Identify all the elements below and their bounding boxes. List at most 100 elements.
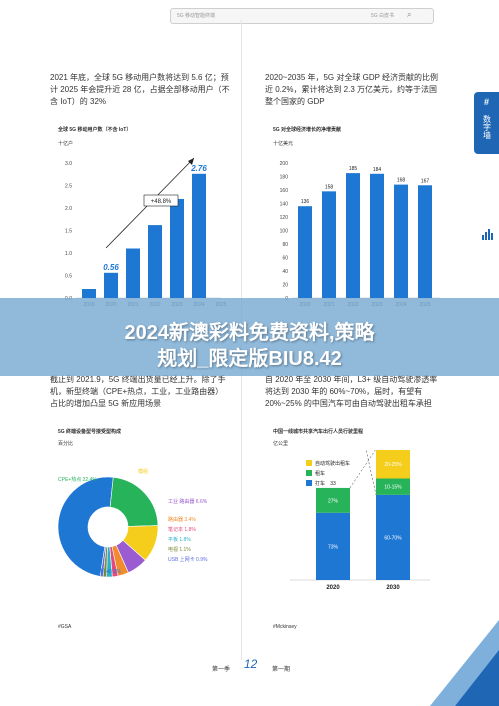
segment-label: 27% [328,498,339,504]
bar-value-label: 2.76 [190,164,207,173]
connector-line [349,450,376,489]
segment-label: 73% [328,544,339,550]
y-tick-label: 200 [280,161,289,167]
donut-label: CPE+热点 22.4% [58,476,97,483]
donut-label: 笔记本 1.8% [168,526,196,533]
donut-slice [109,476,159,527]
bottom-left-chart-title: 5G 终端设备型号接受型构成 [58,429,122,435]
legend-swatch [306,480,312,486]
y-tick-label: 160 [280,188,289,194]
bar-value-label: 0.56 [103,263,119,272]
y-tick-label: 180 [280,175,289,181]
bottom-right-chart-title: 中国一线城市共享汽车出行人员行驶里程 [273,429,364,435]
header-left-text: 5G 移动智能终端 [177,13,216,19]
top-right-bar-chart: 0204060801001201401601802001362020158202… [280,161,440,308]
top-left-chart-title: 全球 5G 移动用户数（不含 IoT） [58,127,132,133]
donut-label: 模组 [138,468,148,475]
y-tick-label: 2.5 [65,184,72,190]
stacked-segment [376,478,410,495]
banner-line-2: 规划_限定版BIU8.42 [157,348,342,370]
annotation-label: +48.8% [151,199,172,205]
corner-decoration [430,620,499,706]
page-header: 5G 移动智能终端 5G 白皮书 ⌕ [170,8,434,24]
bar [82,289,96,298]
bar-chart-icon [482,228,494,240]
annotation-box [143,194,179,207]
y-tick-label: 100 [280,229,289,235]
donut-label: 手机 48.2% [95,568,121,575]
bar [370,173,384,298]
connector-line [365,450,377,495]
legend-swatch [306,460,312,466]
y-tick-label: 20 [282,283,288,289]
side-tab[interactable]: # 数字墙 [474,92,499,154]
bar-value-label: 167 [421,178,430,184]
bottom-left-chart-unit: 百分比 [58,441,74,447]
stacked-segment [376,450,410,479]
top-right-chart-unit: 十亿美元 [273,141,294,147]
top-right-chart-title: 5G 对全球经济增长的净增贡献 [273,127,342,133]
y-tick-label: 2.0 [65,206,72,212]
x-tick-label: 2020 [326,585,340,591]
y-tick-label: 40 [282,269,288,275]
bar [104,272,118,298]
side-tab-hash: # [483,97,489,107]
bar-value-label: 158 [325,184,334,190]
y-tick-label: 1.0 [65,251,72,257]
bottom-left-paragraph: 截止到 2021.9，5G 终端出货量已经上升。除了手机，新型终端（CPE+热点… [50,375,226,408]
banner-line-1: 2024新澳彩料免费资料,策略 [124,322,375,344]
bar [298,206,312,298]
bar [346,173,360,298]
donut-label: 电视 1.1% [168,546,191,553]
y-tick-label: 3.0 [65,161,72,167]
bar [394,184,408,298]
bar-value-label: 136 [301,199,310,205]
bar-value-label: 184 [373,167,382,173]
bar [192,173,206,298]
bar [418,185,432,298]
bottom-right-chart-unit: 亿公里 [273,441,289,447]
legend-label: 租车 [315,470,325,477]
donut-label: 平板 1.8% [168,536,191,543]
donut-slice [57,476,114,577]
segment-label: 60-70% [384,535,402,541]
total-label: 33 [330,481,336,487]
segment-label: 20-25% [384,462,402,468]
top-right-paragraph: 2020~2035 年，5G 对全球 GDP 经济贡献的比例近 0.2%，累计将… [265,73,439,106]
segment-label: 10-15% [384,485,402,491]
bar [170,199,184,298]
bar [126,248,140,298]
y-tick-label: 80 [282,242,288,248]
bar-value-label: 168 [397,178,406,184]
bottom-right-stacked-bar-chart: 73%27%33202060-70%10-15%20-25%60-702030自… [290,450,430,591]
side-tab-label: 数字墙 [482,115,492,139]
donut-label: USB 上网卡 0.9% [168,556,208,563]
y-tick-label: 0.5 [65,274,72,280]
stacked-segment [316,487,350,513]
page-number: 12 [244,657,258,671]
legend-swatch [306,470,312,476]
bottom-right-source: #Mckinsey [273,624,297,630]
donut-label: 工业 路由器 6.6% [168,498,208,505]
legend-label: 打车 [315,480,325,487]
header-icon: ⌕ [407,10,412,19]
x-tick-label: 2030 [386,585,400,591]
bar [148,225,162,298]
donut-slice [99,546,107,578]
header-right-text: 5G 白皮书 [371,13,395,19]
bottom-left-source: #GSA [58,624,72,630]
bottom-right-paragraph: 自 2020 年至 2030 年间，L3+ 级自动驾驶渗透率将达到 2030 年… [265,375,438,408]
arrow-head [188,158,194,165]
top-left-bar-chart: 0.00.51.01.52.02.53.020190.5620202021202… [65,157,226,308]
y-tick-label: 1.5 [65,229,72,235]
top-left-paragraph: 2021 年底，全球 5G 移动用户数将达到 5.6 亿；预计 2025 年会提… [50,73,230,106]
bar-value-label: 185 [349,166,358,172]
footer-left: 第一季 [212,667,231,673]
promo-banner[interactable]: 2024新澳彩料免费资料,策略 规划_限定版BIU8.42 [0,298,499,376]
legend-label: 自动驾驶出租车 [315,460,350,467]
top-left-chart-unit: 十亿户 [58,141,74,147]
page-footer: 第一季 12 第一期 [200,657,300,675]
footer-right: 第一期 [272,667,291,673]
stacked-segment [316,512,350,580]
